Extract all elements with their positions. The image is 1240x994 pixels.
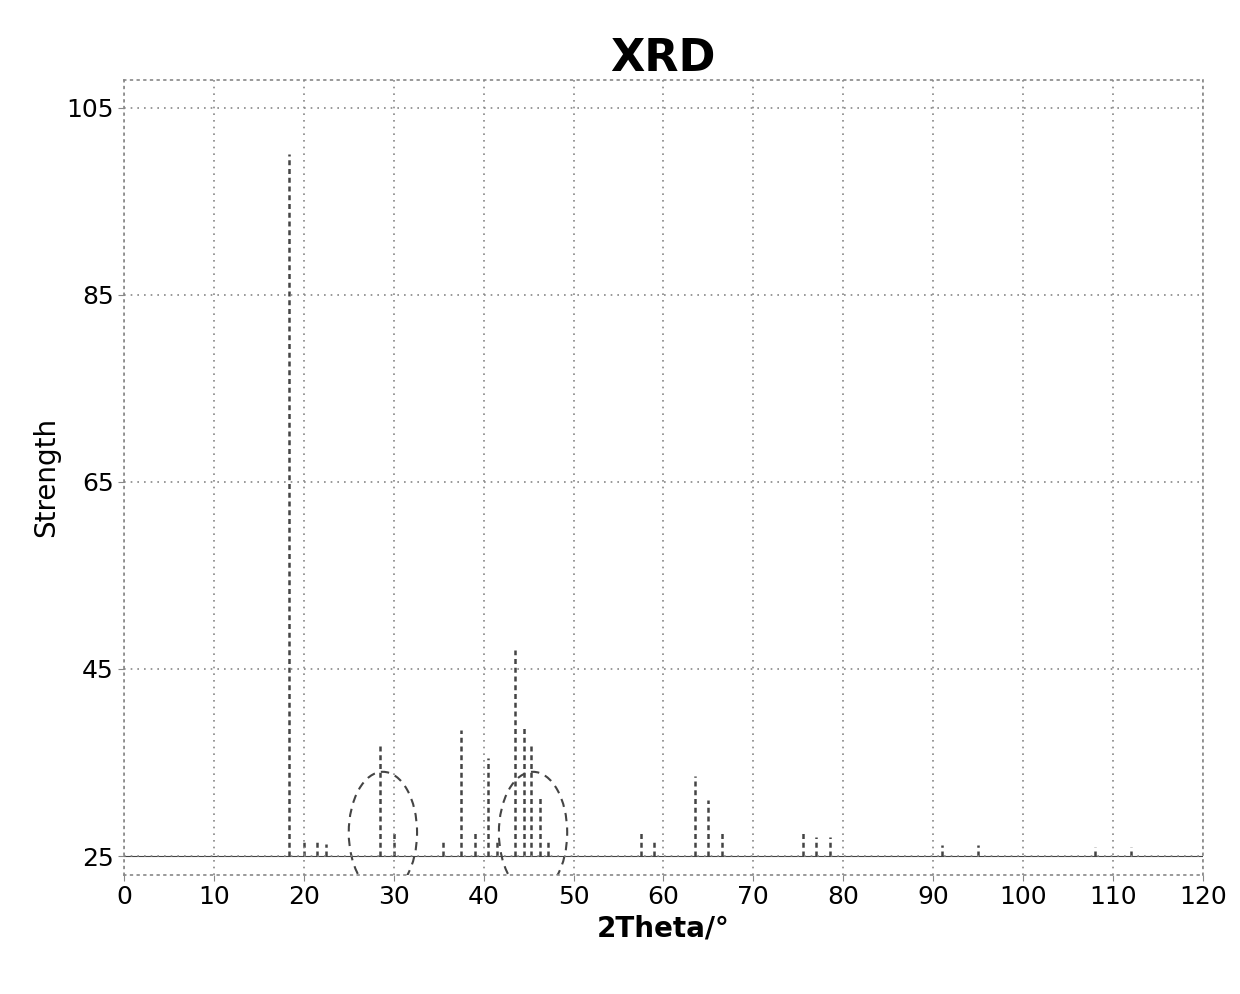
Title: XRD: XRD — [610, 37, 717, 80]
X-axis label: 2Theta/°: 2Theta/° — [596, 914, 730, 942]
Y-axis label: Strength: Strength — [32, 417, 61, 537]
